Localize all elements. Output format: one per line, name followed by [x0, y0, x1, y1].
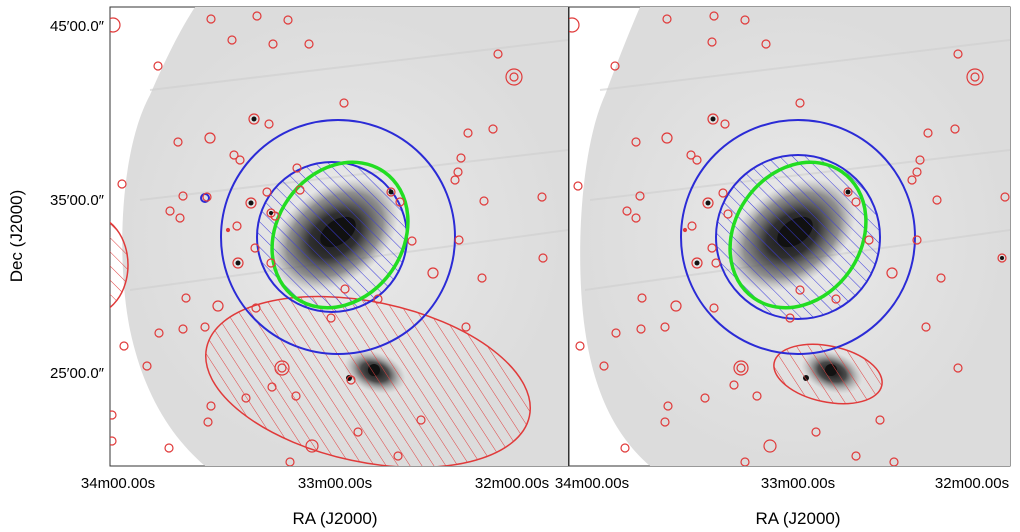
- left-edge-region: [110, 221, 129, 309]
- y-tick-label: 45′00.0″: [50, 18, 105, 35]
- x-axis-label-left: RA (J2000): [292, 509, 377, 528]
- x-tick-label: 34m00.00s: [555, 475, 629, 492]
- y-tick-label: 25′00.0″: [50, 365, 105, 382]
- right-green-ellipse: [728, 160, 868, 310]
- x-tick-label: 33m00.00s: [761, 475, 835, 492]
- right-panel: [568, 6, 1011, 467]
- x-tick-label: 32m00.00s: [935, 475, 1009, 492]
- left-point-sources: [235, 116, 394, 266]
- x-tick-label: 33m00.00s: [298, 475, 372, 492]
- left-panel: [109, 6, 569, 467]
- y-axis-label: Dec (J2000): [7, 190, 26, 283]
- x-tick-label: 32m00.00s: [475, 475, 549, 492]
- left-background-region: [205, 295, 531, 466]
- left-inner-circle: [256, 161, 408, 313]
- left-outer-circle: [220, 119, 456, 355]
- right-source-circles: [569, 11, 1010, 466]
- right-inner-circle: [715, 154, 881, 320]
- left-source-circles: [110, 11, 548, 466]
- right-point-sources: [694, 116, 1004, 266]
- left-green-ellipse: [270, 160, 410, 310]
- y-tick-label: 35′00.0″: [50, 192, 105, 209]
- x-tick-label: 34m00.00s: [81, 475, 155, 492]
- x-axis-label-right: RA (J2000): [755, 509, 840, 528]
- right-background-region: [773, 343, 883, 405]
